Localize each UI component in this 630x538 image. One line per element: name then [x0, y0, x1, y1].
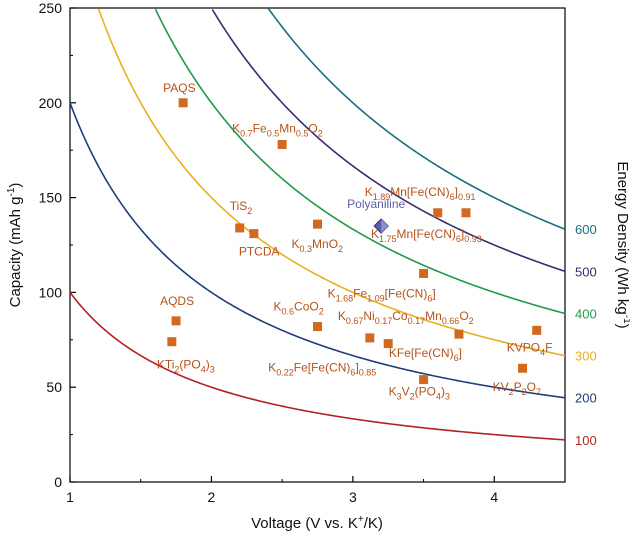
- y-tick-label: 100: [39, 284, 63, 300]
- y-axis-label: Capacity (mAh g-1): [6, 183, 24, 308]
- point-label-1: K0.7Fe0.5Mn0.5O2: [232, 122, 323, 139]
- y-tick-label: 0: [54, 474, 62, 490]
- data-point-16: [518, 363, 528, 373]
- axis-ticks: 1 2 3 4 0 50 100 150 200 250: [39, 0, 499, 505]
- data-points: [167, 98, 542, 385]
- data-point-17: [419, 375, 429, 385]
- energy-curves: [69, 7, 566, 441]
- data-point-8: [419, 268, 429, 278]
- x-axis-label: Voltage (V vs. K+/K): [251, 514, 383, 532]
- point-label-5: Polyaniline: [347, 197, 405, 211]
- curve-labels: 100 200 300 400 500 600: [575, 222, 597, 448]
- data-point-6: [433, 208, 443, 218]
- y-tick-label: 150: [39, 190, 63, 206]
- point-label-4: K0.3MnO2: [292, 237, 344, 254]
- energy-curve-200: [69, 102, 566, 399]
- data-point-10: [167, 337, 177, 347]
- point-label-2: TiS2: [230, 199, 253, 216]
- x-tick-label: 2: [208, 489, 216, 505]
- y-tick-label: 50: [46, 379, 62, 395]
- point-label-12: K0.67Ni0.17Co0.17Mn0.66O2: [338, 309, 474, 326]
- data-point-5-highlight: [381, 219, 389, 234]
- data-point-11: [313, 322, 322, 332]
- data-point-3: [249, 229, 259, 239]
- curve-label-100: 100: [575, 433, 597, 448]
- energy-curve-600: [267, 7, 566, 230]
- point-label-7: K1.75Mn[Fe(CN)6]0.93: [371, 227, 482, 244]
- point-labels: PAQS K0.7Fe0.5Mn0.5O2 TiS2 PTCDA K0.3MnO2 Pol…: [157, 81, 553, 402]
- curve-label-600: 600: [575, 222, 597, 237]
- x-tick-label: 4: [490, 489, 498, 505]
- data-point-4: [313, 219, 322, 229]
- data-point-14: [454, 329, 464, 339]
- x-tick-label: 3: [349, 489, 357, 505]
- data-point-15: [532, 325, 542, 335]
- point-label-13: K0.22Fe[Fe(CN)6]0.85: [268, 361, 376, 378]
- energy-curve-100: [69, 291, 566, 441]
- point-label-0: PAQS: [163, 81, 195, 95]
- point-label-10: KTi2(PO4)3: [157, 358, 215, 375]
- energy-curve-500: [211, 9, 566, 273]
- data-point-12: [365, 333, 375, 343]
- point-label-14: KFe[Fe(CN)6]: [389, 346, 462, 363]
- point-label-11: K0.6CoO2: [274, 300, 324, 317]
- data-point-7: [461, 208, 471, 218]
- data-point-13: [383, 339, 393, 349]
- data-point-1: [277, 140, 287, 150]
- point-label-17: K3V2(PO4)3: [389, 385, 450, 402]
- curve-label-500: 500: [575, 264, 597, 279]
- data-point-9: [171, 316, 181, 326]
- y-tick-label: 250: [39, 0, 63, 16]
- data-point-2: [235, 223, 245, 233]
- point-label-15: KVPO4F: [507, 340, 553, 357]
- curve-label-200: 200: [575, 391, 597, 406]
- energy-curve-400: [154, 8, 566, 315]
- curve-label-300: 300: [575, 349, 597, 364]
- y-tick-label: 200: [39, 95, 63, 111]
- x-tick-label: 1: [66, 489, 74, 505]
- point-label-9: AQDS: [160, 294, 194, 308]
- point-label-3: PTCDA: [239, 245, 280, 259]
- energy-curve-300: [97, 8, 566, 357]
- curve-label-400: 400: [575, 306, 597, 321]
- y2-axis-label: Energy Density (Wh kg-1): [614, 161, 630, 328]
- point-label-8: K1.68Fe1.09[Fe(CN)6]: [328, 286, 436, 303]
- point-label-16: KV2P2O7: [493, 380, 541, 397]
- point-label-6: K1.89Mn[Fe(CN)6]0.91: [365, 185, 476, 202]
- data-point-0: [178, 98, 188, 108]
